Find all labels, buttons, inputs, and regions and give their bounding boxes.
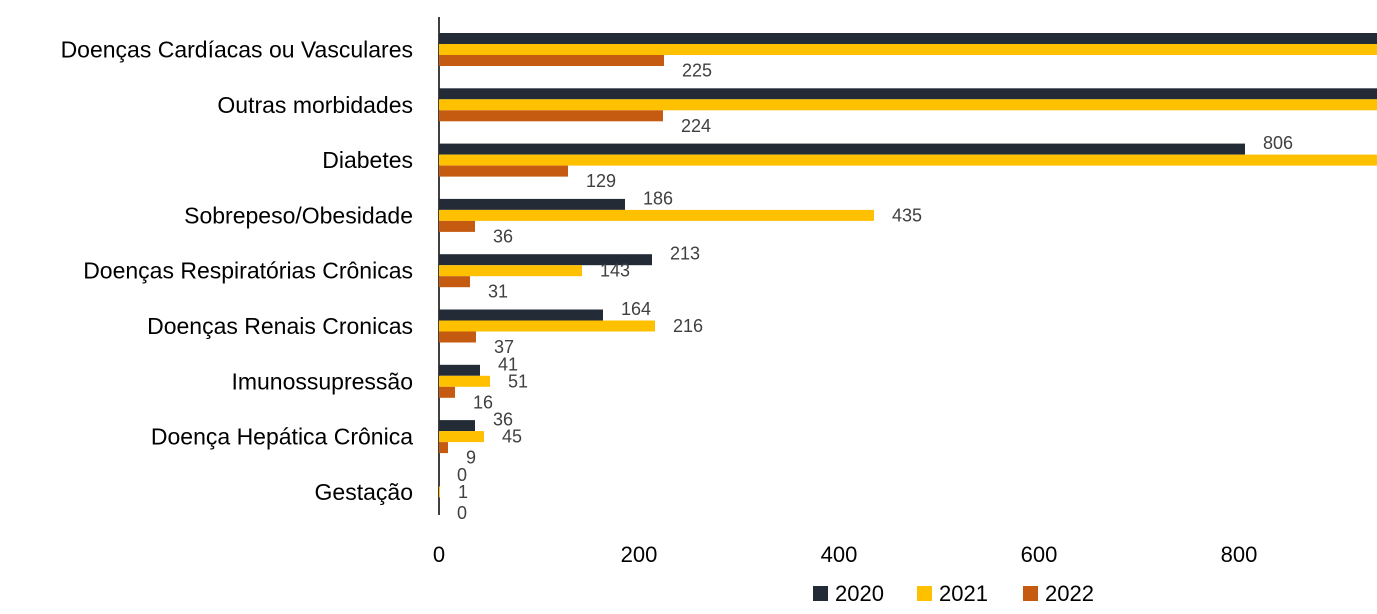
bar-2020 (439, 88, 1377, 100)
data-label-2020: 186 (643, 188, 673, 208)
data-label-2021: 143 (600, 261, 630, 281)
data-label-2022: 9 (466, 448, 476, 468)
bar-2021 (439, 209, 874, 221)
data-label-2022: 31 (488, 282, 508, 302)
bar-2022 (439, 276, 470, 288)
bar-2022 (439, 331, 476, 343)
legend-swatch-2021 (917, 586, 932, 601)
data-label-2022: 16 (473, 392, 493, 412)
legend-label-2020: 2020 (835, 581, 884, 606)
bar-2020 (439, 420, 475, 432)
bar-2022 (439, 55, 664, 66)
x-tick-label: 800 (1221, 542, 1258, 567)
category-label: Doenças Cardíacas ou Vasculares (61, 37, 413, 63)
data-label-2022: 225 (682, 61, 712, 81)
bar-2020 (439, 143, 1245, 155)
bar-2020 (439, 364, 480, 376)
data-label-2020: 806 (1263, 133, 1293, 153)
bar-2020 (439, 33, 1377, 44)
bar-2021 (439, 154, 1377, 166)
data-label-2020: 36 (493, 410, 513, 430)
data-label-2022: 37 (494, 337, 514, 357)
data-label-2022: 0 (457, 503, 467, 523)
bar-2021 (439, 44, 1377, 55)
data-label-2022: 36 (493, 226, 513, 246)
data-label-2020: 213 (670, 244, 700, 264)
category-label: Doenças Respiratórias Crônicas (83, 258, 413, 284)
category-label: Gestação (315, 479, 413, 505)
data-label-2021: 1 (458, 482, 468, 502)
x-tick-label: 0 (433, 542, 445, 567)
x-tick-label: 200 (621, 542, 658, 567)
data-label-2022: 129 (586, 171, 616, 191)
data-label-2021: 435 (892, 205, 922, 225)
bar-2022 (439, 165, 568, 177)
legend-label-2021: 2021 (939, 581, 988, 606)
legend-label-2022: 2022 (1045, 581, 1094, 606)
bar-2022 (439, 110, 663, 122)
data-label-2021: 51 (508, 371, 528, 391)
bar-2021 (439, 375, 490, 387)
data-label-2021: 45 (502, 427, 522, 447)
category-label: Sobrepeso/Obesidade (184, 202, 413, 228)
x-tick-label: 600 (1021, 542, 1058, 567)
data-label-2021: 216 (673, 316, 703, 336)
legend-swatch-2020 (813, 586, 828, 601)
category-label: Doenças Renais Cronicas (147, 313, 413, 339)
bar-2021 (439, 486, 440, 498)
data-label-2020: 0 (457, 465, 467, 485)
x-tick-label: 400 (821, 542, 858, 567)
bar-2021 (439, 431, 484, 443)
bar-2022 (439, 386, 455, 398)
legend-swatch-2022 (1023, 586, 1038, 601)
bar-2020 (439, 309, 603, 321)
bar-2021 (439, 320, 655, 332)
data-label-2020: 164 (621, 299, 651, 319)
category-label: Outras morbidades (217, 92, 413, 118)
data-label-2020: 41 (498, 354, 518, 374)
category-label: Imunossupressão (231, 368, 413, 394)
bar-2021 (439, 99, 1377, 111)
category-label: Diabetes (322, 147, 413, 173)
category-label: Doença Hepática Crônica (151, 424, 413, 450)
bar-2022 (439, 220, 475, 232)
data-label-2022: 224 (681, 116, 711, 136)
bar-2021 (439, 265, 582, 277)
chart-marks: Doenças Cardíacas ou Vasculares132115912… (61, 17, 1377, 606)
bar-2020 (439, 254, 652, 266)
bar-2020 (439, 198, 625, 210)
bar-2022 (439, 442, 448, 454)
